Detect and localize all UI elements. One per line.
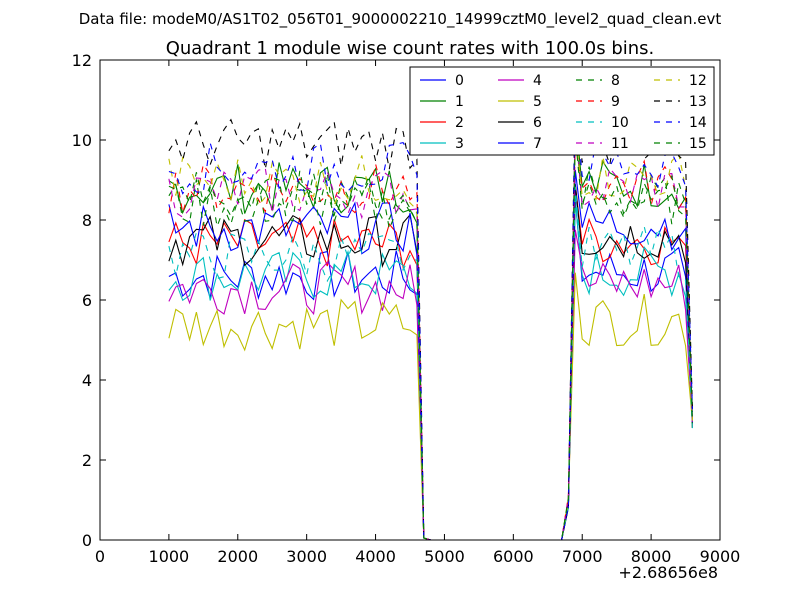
legend-label: 12 xyxy=(689,73,707,89)
x-tick-label: 4000 xyxy=(355,547,396,566)
legend-label: 7 xyxy=(533,136,542,152)
figure-suptitle: Data file: modeM0/AS1T02_056T01_90000022… xyxy=(79,10,722,29)
x-tick-label: 9000 xyxy=(700,547,741,566)
series-line-2 xyxy=(168,184,693,540)
legend-label: 4 xyxy=(533,73,542,89)
x-tick-label: 0 xyxy=(95,547,105,566)
legend-label: 2 xyxy=(455,115,464,131)
legend-label: 13 xyxy=(689,94,707,110)
y-tick-label: 8 xyxy=(82,211,92,230)
series-line-1 xyxy=(168,115,693,540)
legend-label: 14 xyxy=(689,115,707,131)
series-line-13 xyxy=(168,86,693,540)
x-tick-label: 3000 xyxy=(286,547,327,566)
series-line-7 xyxy=(168,169,693,540)
x-axis-offset-label: +2.68656e8 xyxy=(618,563,718,582)
x-tick-label: 7000 xyxy=(562,547,603,566)
x-tick-label: 8000 xyxy=(631,547,672,566)
y-tick-label: 6 xyxy=(82,291,92,310)
y-tick-label: 10 xyxy=(72,131,92,150)
legend-label: 8 xyxy=(611,73,620,89)
y-tick-label: 12 xyxy=(72,51,92,70)
legend-label: 11 xyxy=(611,136,629,152)
y-tick-label: 4 xyxy=(82,371,92,390)
legend-label: 3 xyxy=(455,136,464,152)
series-layer xyxy=(168,86,693,540)
legend-label: 5 xyxy=(533,94,542,110)
legend-label: 15 xyxy=(689,136,707,152)
legend-label: 1 xyxy=(455,94,464,110)
y-tick-label: 0 xyxy=(82,531,92,550)
series-line-4 xyxy=(168,229,693,540)
y-tick-label: 2 xyxy=(82,451,92,470)
axis-ticks: 0 1000 2000 3000 4000 5000 6000 7000 8000 9000 0 2 4… xyxy=(72,51,741,566)
series-line-8 xyxy=(168,126,693,540)
x-tick-label: 5000 xyxy=(424,547,465,566)
series-line-9 xyxy=(168,139,693,540)
series-line-14 xyxy=(168,104,693,540)
legend-label: 6 xyxy=(533,115,542,131)
legend-label: 0 xyxy=(455,73,464,89)
x-tick-label: 1000 xyxy=(149,547,190,566)
series-line-5 xyxy=(168,272,693,540)
series-line-6 xyxy=(168,183,693,540)
series-line-3 xyxy=(168,200,693,540)
legend-label: 10 xyxy=(611,115,629,131)
legend-box xyxy=(409,66,715,156)
x-tick-label: 2000 xyxy=(217,547,258,566)
series-line-15 xyxy=(168,136,693,540)
series-line-11 xyxy=(168,120,693,540)
chart-title: Quadrant 1 module wise count rates with … xyxy=(166,38,655,59)
x-tick-label: 6000 xyxy=(493,547,534,566)
legend-label: 9 xyxy=(611,94,620,110)
series-line-10 xyxy=(168,186,693,540)
